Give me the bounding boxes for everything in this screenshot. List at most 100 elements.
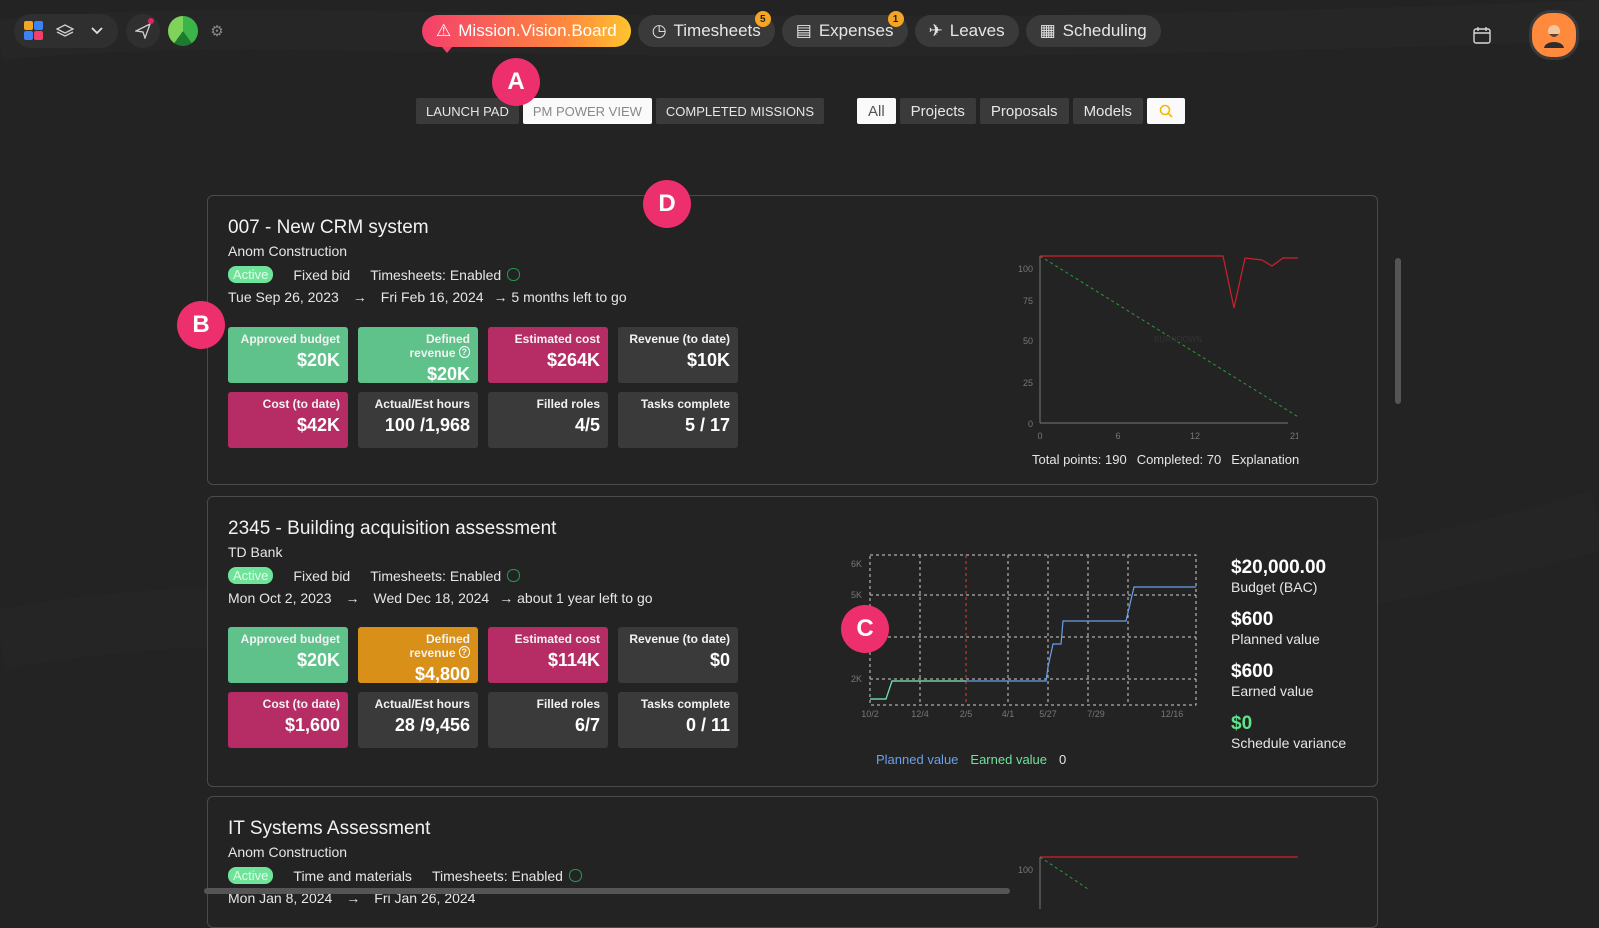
tab-label: Mission.Vision.Board <box>458 21 617 40</box>
burndown-chart[interactable]: 100 75 50 25 0 0 6 12 21 BURNDOWN <box>998 248 1298 440</box>
billing-type: Time and materials <box>293 867 412 884</box>
filter-models[interactable]: Models <box>1072 98 1143 124</box>
filter-projects[interactable]: Projects <box>899 98 976 124</box>
x-tick: 12 <box>1190 431 1200 440</box>
filled-roles-tile[interactable]: Filled roles 4/5 <box>488 392 608 448</box>
estimated-cost-tile[interactable]: Estimated cost $114K <box>488 627 608 683</box>
send-icon <box>135 23 151 39</box>
schedule-variance-value: $0 <box>1231 713 1253 734</box>
gear-icon[interactable]: ⚙ <box>210 23 224 40</box>
date-range: Tue Sep 26, 2023 → Fri Feb 16, 2024 → 5 … <box>228 289 627 305</box>
horizontal-scrollbar[interactable] <box>204 888 1010 894</box>
launch-pad-button[interactable]: LAUNCH PAD <box>416 98 519 124</box>
chevron-down-icon[interactable] <box>86 20 108 42</box>
x-tick: 6 <box>1115 431 1120 440</box>
tab-leaves[interactable]: ✈ Leaves <box>914 15 1019 47</box>
planned-value-line <box>870 586 1196 700</box>
calendar-icon[interactable] <box>1471 24 1493 46</box>
metric-tiles: Approved budget $20K Defined revenue? $20K… <box>228 327 738 448</box>
timesheets-status: Timesheets: Enabled <box>432 868 582 884</box>
estimated-cost-tile[interactable]: Estimated cost $264K <box>488 327 608 383</box>
filled-roles-tile[interactable]: Filled roles 6/7 <box>488 692 608 748</box>
tasks-complete-tile[interactable]: Tasks complete 0 / 11 <box>618 692 738 748</box>
hours-tile[interactable]: Actual/Est hours 28 /9,456 <box>358 692 478 748</box>
y-tick: 100 <box>1018 264 1033 274</box>
project-meta: Active Fixed bid Timesheets: Enabled <box>228 266 521 283</box>
enabled-icon <box>507 568 521 582</box>
gridlines <box>870 555 1196 705</box>
budget-label: Budget (BAC) <box>1231 579 1318 595</box>
x-tick: 12/16 <box>1161 709 1184 719</box>
planned-value: $600 <box>1231 609 1274 630</box>
tab-mission-vision-board[interactable]: ⚠ Mission.Vision.Board <box>422 15 631 53</box>
project-title[interactable]: 2345 - Building acquisition assessment <box>228 518 557 539</box>
project-card[interactable]: IT Systems Assessment Anom Construction … <box>207 796 1378 928</box>
completed-points: Completed: 70 <box>1136 452 1222 467</box>
project-title[interactable]: 007 - New CRM system <box>228 217 429 238</box>
tab-scheduling[interactable]: ▦ Scheduling <box>1025 15 1161 47</box>
cost-to-date-tile[interactable]: Cost (to date) $42K <box>228 392 348 448</box>
vertical-scrollbar[interactable] <box>1395 258 1401 404</box>
burndown-chart[interactable]: 100 <box>998 849 1298 909</box>
revenue-to-date-tile[interactable]: Revenue (to date) $0 <box>618 627 738 683</box>
approved-budget-tile[interactable]: Approved budget $20K <box>228 627 348 683</box>
help-icon[interactable]: ? <box>458 646 470 658</box>
y-tick: 50 <box>1023 336 1033 346</box>
help-icon[interactable]: ? <box>458 346 470 358</box>
project-card[interactable]: 007 - New CRM system Anom Construction A… <box>207 195 1378 485</box>
right-toolbar <box>1471 10 1579 60</box>
filter-proposals[interactable]: Proposals <box>979 98 1069 124</box>
y-tick: 5K <box>851 590 862 600</box>
actual-line <box>1040 255 1298 309</box>
client-name: Anom Construction <box>228 243 348 259</box>
tab-expenses[interactable]: ▤ Expenses 1 <box>781 11 908 47</box>
search-button[interactable] <box>1146 98 1185 124</box>
arrow-icon: → <box>345 590 360 606</box>
tab-timesheets[interactable]: ◷ Timesheets 5 <box>637 11 775 47</box>
start-date: Mon Oct 2, 2023 <box>228 590 332 606</box>
status-badge: Active <box>228 266 274 283</box>
status-badge: Active <box>228 567 274 584</box>
app-switcher[interactable] <box>14 14 118 48</box>
hours-tile[interactable]: Actual/Est hours 100 /1,968 <box>358 392 478 448</box>
revenue-to-date-tile[interactable]: Revenue (to date) $10K <box>618 327 738 383</box>
cost-to-date-tile[interactable]: Cost (to date) $1,600 <box>228 692 348 748</box>
explanation-link[interactable]: Explanation <box>1231 452 1300 467</box>
start-date: Tue Sep 26, 2023 <box>228 289 339 305</box>
layers-icon[interactable] <box>54 20 76 42</box>
app-logo-icon <box>24 21 44 41</box>
notifications-button[interactable] <box>126 14 160 48</box>
burndown-footer: Total points: 190 Completed: 70 Explanat… <box>1032 452 1299 467</box>
pm-power-view-button[interactable]: PM POWER VIEW <box>522 98 652 124</box>
org-logo[interactable] <box>168 16 198 46</box>
status-badge: Active <box>228 867 274 884</box>
chart-watermark: BURNDOWN <box>1154 335 1202 344</box>
plane-icon: ✈ <box>928 21 943 40</box>
filter-all[interactable]: All <box>857 98 896 124</box>
earned-value-chart[interactable]: 6K 5K 2K 10/2 12/4 2/5 4/1 5/27 7/29 12/… <box>848 549 1228 745</box>
project-card[interactable]: 2345 - Building acquisition assessment T… <box>207 496 1378 787</box>
user-avatar[interactable] <box>1529 10 1579 60</box>
timesheets-status: Timesheets: Enabled <box>370 267 521 283</box>
completed-missions-button[interactable]: COMPLETED MISSIONS <box>655 98 824 124</box>
timesheets-status: Timesheets: Enabled <box>370 568 521 584</box>
earned-value: $600 <box>1231 661 1274 682</box>
tasks-complete-tile[interactable]: Tasks complete 5 / 17 <box>618 392 738 448</box>
clock-icon: ◷ <box>651 21 667 40</box>
project-meta: Active Time and materials Timesheets: En… <box>228 867 582 884</box>
tab-label: Expenses <box>818 21 894 40</box>
person-icon <box>1544 25 1564 48</box>
defined-revenue-tile[interactable]: Defined revenue? $20K <box>358 327 478 384</box>
billing-type: Fixed bid <box>293 567 351 584</box>
legend-planned[interactable]: Planned value <box>876 752 959 767</box>
tab-label: Timesheets <box>673 21 761 40</box>
project-title[interactable]: IT Systems Assessment <box>228 818 431 839</box>
y-tick: 25 <box>1023 378 1033 388</box>
metric-tiles: Approved budget $20K Defined revenue? $4,8… <box>228 627 738 748</box>
legend-earned[interactable]: Earned value <box>970 752 1048 767</box>
approved-budget-tile[interactable]: Approved budget $20K <box>228 327 348 383</box>
defined-revenue-tile[interactable]: Defined revenue? $4,800 <box>358 627 478 684</box>
legend-extra: 0 <box>1059 752 1067 767</box>
x-tick: 5/27 <box>1039 709 1057 719</box>
marker-d: D <box>643 180 691 228</box>
